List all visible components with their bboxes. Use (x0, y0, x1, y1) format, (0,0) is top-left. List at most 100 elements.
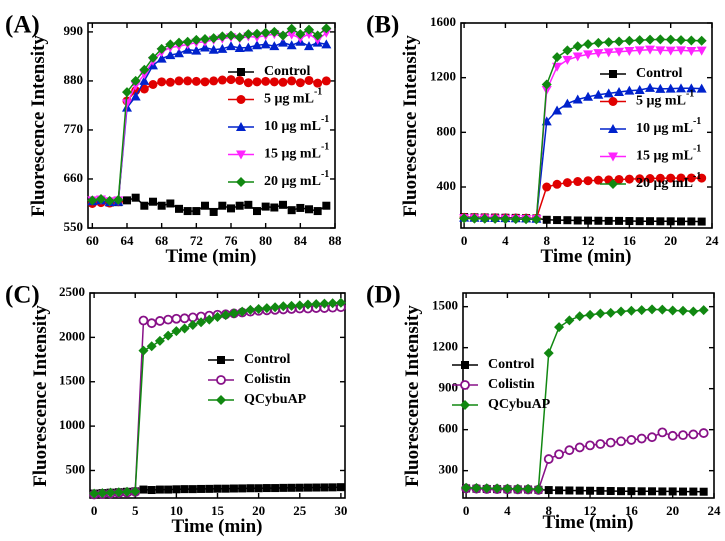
panel-2-data-point (655, 46, 666, 56)
panel-1-data-point (157, 201, 166, 210)
panel-2-data-point (676, 83, 687, 93)
panel-3-data-point (311, 299, 322, 310)
panel-3-data-point (97, 488, 108, 499)
panel-3-data-point (179, 313, 190, 324)
panel-1-data-point (252, 40, 262, 50)
panel-1-data-point (226, 41, 236, 51)
panel-4-data-point (606, 487, 615, 496)
panel-3-y-tick-label: 1500 (59, 373, 85, 388)
panel-1-data-point (252, 77, 262, 87)
panel-2-data-point (686, 173, 696, 183)
panel-2-data-point (603, 37, 614, 48)
panel-3-data-point (245, 304, 256, 315)
panel-4-data-point (657, 427, 668, 438)
panel-3-legend-label: QCybuAP (244, 392, 307, 407)
panel-4-data-point (555, 486, 564, 495)
panel-2-data-point (572, 41, 583, 52)
panel-4-data-point (585, 440, 595, 451)
panel-2-data-point (603, 48, 614, 58)
panel-3-data-point (213, 484, 222, 493)
panel-4-chart: (D) 0 4 8 12 16 20 24 300 600 900 1200 1500 Time (min… (366, 282, 721, 533)
panel-3-y-tick-label: 2000 (59, 328, 85, 343)
panel-2-data-point (645, 82, 656, 92)
panel-4-data-point (471, 483, 482, 494)
panel-2-data-point (572, 94, 583, 104)
panel-2-data-point (510, 214, 521, 225)
panel-1-data-point (234, 42, 245, 52)
panel-2-legend-marker (608, 97, 618, 106)
panel-2-data-point (542, 182, 552, 192)
panel-2-data-point (594, 216, 603, 225)
panel-2-data-point (614, 87, 625, 97)
panel-3-data-point (171, 326, 182, 337)
panel-2-x-tick-label: 4 (502, 233, 509, 248)
panel-4-y-tick-label: 1500 (432, 298, 458, 313)
panel-4-data-point (605, 437, 616, 448)
panel-1-data-point (174, 48, 184, 58)
panel-4-data-point (554, 322, 565, 333)
panel-1-x-tick-label: 72 (190, 233, 203, 248)
panel-4-data-point (492, 483, 503, 494)
panel-3-data-point (113, 487, 124, 498)
panel-3-data-point (221, 484, 230, 493)
panel-2-x-tick-label: 12 (582, 233, 595, 248)
panel-3-data-point (204, 314, 215, 325)
panel-4-data-point (595, 308, 606, 319)
panel-2-data-point (645, 174, 655, 184)
panel-2-legend: Control 5 μg mL-1 10 μg mL-1 15 μg mL-1 20 μ… (600, 66, 701, 191)
panel-4-data-point (605, 307, 616, 318)
panel-1-data-point (234, 32, 245, 43)
panel-2-y-tick-label: 1600 (430, 14, 456, 29)
panel-4-legend-label: Control (488, 357, 535, 372)
panel-1-data-point (130, 91, 141, 101)
panel-2-data-point (552, 179, 562, 189)
panel-3-series-3 (89, 297, 346, 499)
panel-2-data-point (469, 213, 480, 224)
panel-1-data-point (287, 206, 296, 215)
panel-4-label: (D) (366, 282, 401, 309)
panel-4-x-axis-title: Time (min) (543, 512, 634, 533)
panel-2-data-point (635, 217, 644, 226)
panel-1-data-point (312, 30, 323, 41)
panel-1-data-point (286, 30, 297, 40)
panel-4-data-point (585, 309, 596, 320)
panel-2-data-point (676, 173, 686, 183)
panel-2-y-tick-label: 400 (437, 178, 457, 193)
panel-4-data-point (533, 484, 544, 495)
panel-1-legend-superscript: -1 (321, 142, 329, 153)
panel-4-y-tick-label: 900 (439, 380, 459, 395)
panel-2-legend-superscript: -1 (693, 116, 701, 127)
panel-4-series-3 (461, 304, 709, 495)
panel-2-data-point (676, 46, 687, 56)
panel-4-data-point (627, 487, 636, 496)
panel-4-x-tick-label: 12 (584, 503, 597, 518)
panel-2-data-point (624, 85, 635, 95)
panel-3-data-point (220, 310, 231, 321)
panel-3-data-point (188, 485, 197, 494)
panel-1-data-point (286, 40, 297, 50)
panel-4-data-point (636, 433, 647, 444)
panel-4-x-tick-label: 24 (708, 503, 722, 518)
panel-1-data-point (208, 33, 219, 44)
panel-3-data-point (294, 300, 305, 311)
panel-1-data-point (305, 205, 313, 214)
panel-2-label: (B) (366, 12, 399, 39)
panel-2-data-point (603, 88, 614, 98)
panel-2-data-point (696, 46, 707, 56)
panel-4-data-point (595, 439, 606, 449)
panel-2-data-point (634, 35, 645, 46)
panel-3-data-point (122, 486, 133, 497)
panel-4-data-point (648, 487, 657, 496)
panel-4-y-axis-title: Fluorescence Intensity (402, 305, 423, 487)
panel-3-data-point (212, 311, 223, 322)
panel-2-data-point (593, 89, 604, 99)
panel-1-data-point (156, 43, 167, 54)
panel-1-data-point (183, 207, 192, 216)
panel-2-x-tick-label: 8 (543, 233, 550, 248)
panel-2-series-5 (459, 34, 707, 225)
panel-2-data-point (645, 34, 656, 45)
panel-1-data-point (226, 30, 236, 41)
panel-2-data-point (666, 217, 675, 226)
panel-2-data-point (583, 39, 594, 50)
panel-1-legend-marker (237, 68, 245, 76)
